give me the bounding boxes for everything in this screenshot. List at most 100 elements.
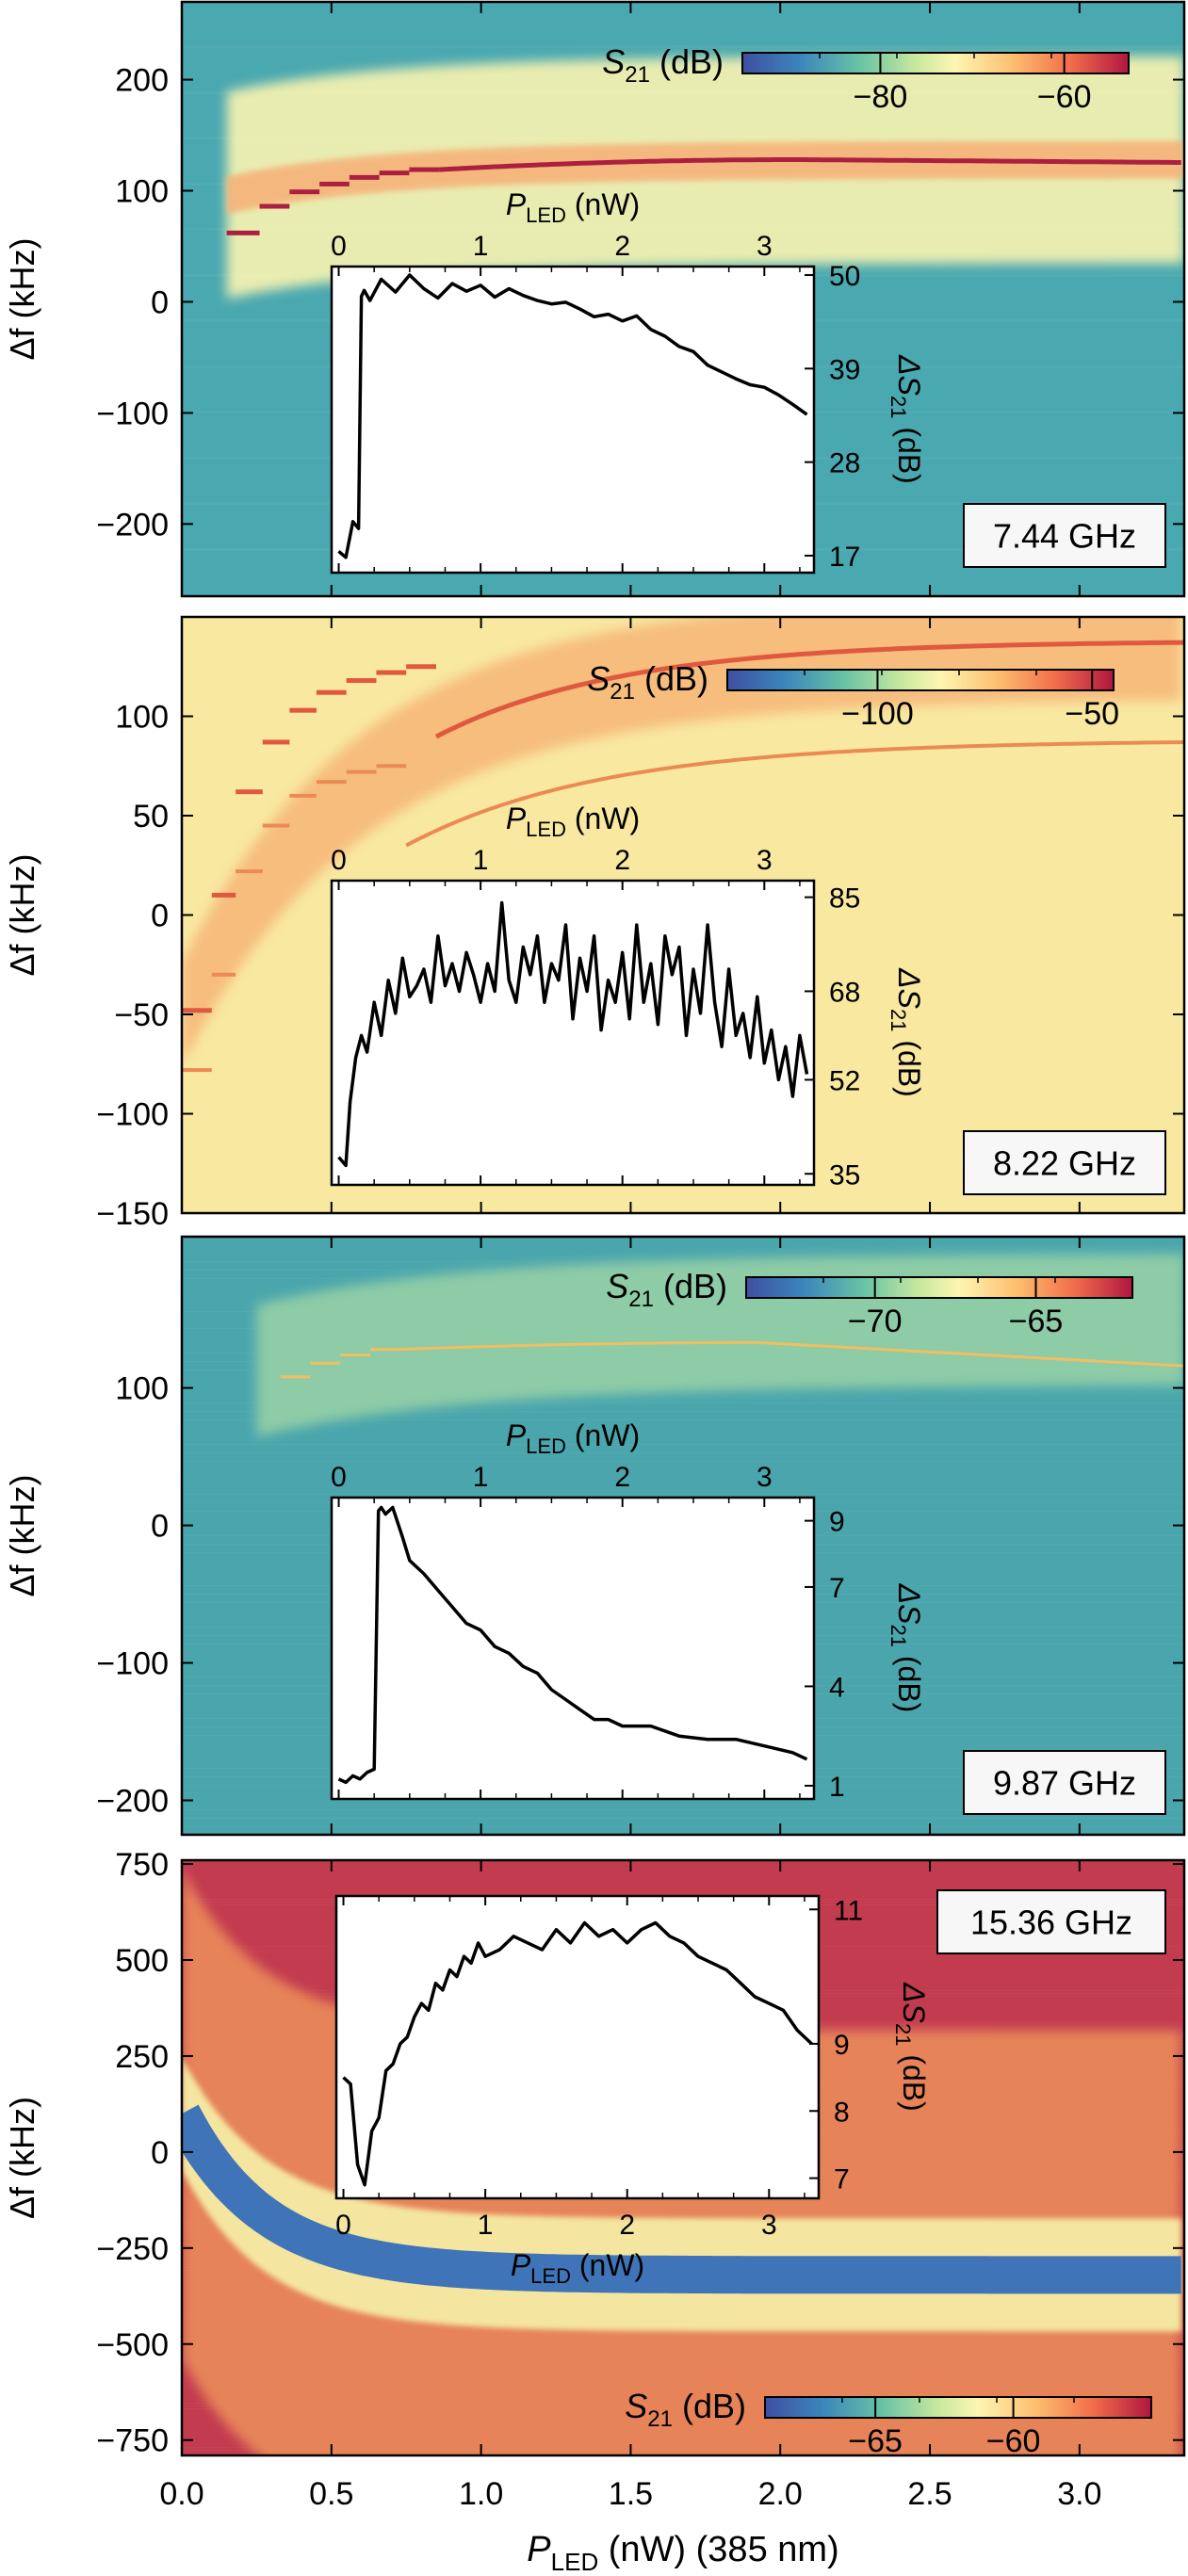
resonance-step (211, 892, 236, 898)
frequency-label: 9.87 GHz (963, 1750, 1166, 1815)
frequency-label-text: 15.36 GHz (970, 1904, 1132, 1942)
heatmap-noise (182, 46, 1184, 47)
resonance-line (405, 740, 1184, 848)
y-tick-label: −200 (96, 507, 169, 543)
heatmap-noise (182, 1402, 1184, 1403)
resonance-step (226, 230, 260, 235)
y-tick-label: 0 (151, 284, 169, 320)
resonance-line (434, 640, 1184, 739)
colorbar-tick-label: −60 (1037, 79, 1092, 115)
frequency-label: 7.44 GHz (963, 503, 1166, 568)
panel-4: 750 500 250 0 −250 −500 −750 Δf (kHz) −65 −60 S21 … (3, 1847, 1186, 2459)
colorbar-label: S21 (dB) (602, 42, 724, 88)
inset-y-tick-label: 39 (829, 354, 860, 385)
y-tick-label: 750 (115, 1847, 169, 1883)
inset-y-tick-label: 52 (829, 1065, 860, 1096)
colorbar: −70 −65 S21 (dB) (606, 1267, 1133, 1339)
heatmap-noise (182, 593, 1184, 594)
resonance-step (236, 789, 263, 795)
heatmap-noise (182, 1809, 1184, 1810)
y-tick-label: 250 (115, 2039, 169, 2075)
inset-x-tick-label: 1 (473, 231, 489, 262)
colorbar-tick-label: −80 (854, 79, 908, 115)
x-tick-label: 2.5 (907, 2476, 952, 2512)
inset-frame (330, 879, 816, 1187)
resonance-step (370, 1348, 400, 1352)
y-tick-label: 0 (151, 2135, 169, 2171)
frequency-label-text: 8.22 GHz (993, 1144, 1136, 1183)
inset-x-tick-label: 0 (331, 845, 347, 876)
heatmap-noise (182, 1444, 1184, 1445)
inset-frame (330, 1496, 816, 1801)
colorbar-tick-label: −100 (841, 696, 914, 732)
inset-x-tick-label: 1 (473, 1462, 489, 1493)
inset-y-tick-label: 50 (829, 261, 860, 292)
inset-y-tick-label: 68 (829, 977, 860, 1008)
inset-x-tick-label: 1 (473, 845, 489, 876)
frequency-label-text: 7.44 GHz (993, 517, 1136, 556)
y-tick-label: −250 (96, 2231, 169, 2267)
x-axis-label: PLED (nW) (385 nm) (527, 2530, 838, 2576)
frequency-label-text: 9.87 GHz (993, 1764, 1136, 1803)
y-tick-label: −50 (114, 997, 169, 1033)
y-axis-label: Δf (kHz) (3, 1474, 41, 1596)
resonance-1 (182, 640, 1184, 1013)
inset-x-tick-label: 0 (335, 2210, 351, 2241)
frequency-label-box (963, 1750, 1166, 1815)
resonance-1 (226, 157, 1181, 235)
inset-data-line (337, 273, 808, 559)
inset-y-tick-label: 1 (829, 1772, 845, 1803)
inset-x-tick-label: 2 (614, 1462, 630, 1493)
resonance-step (346, 678, 377, 684)
x-tick-label: 0.0 (159, 2476, 203, 2512)
heatmap-noise (182, 1204, 1184, 1205)
frequency-label-box (963, 1130, 1166, 1195)
heatmap-noise (182, 838, 1184, 839)
resonance-step (409, 167, 440, 172)
resonance-step (289, 189, 320, 195)
resonance-step (406, 664, 436, 670)
panel-2: 100 50 0 −50 −100 −150 Δf (kHz) −100 −50 S21 (dB)… (3, 615, 1186, 1232)
heatmap-noise (182, 594, 1184, 595)
colorbar-label: S21 (dB) (587, 659, 708, 705)
resonance-line (438, 157, 1181, 172)
colorbar-tick-label: −65 (1009, 1304, 1064, 1339)
inset: 0 1 2 3 PLED (nW) 17 28 39 50 ΔS21 (dB) (330, 187, 926, 575)
inset-y-tick-label: 85 (829, 883, 860, 915)
resonance-step (262, 739, 290, 745)
resonance-step (376, 764, 407, 769)
y-tick-label: 100 (115, 1371, 169, 1407)
inset-data-line (342, 1920, 813, 2187)
heatmap-noise (182, 800, 1184, 801)
resonance-step (316, 689, 347, 695)
inset-y-tick-label: 17 (829, 542, 860, 573)
inset-y-label: ΔS21 (dB) (887, 1583, 926, 1713)
inset-x-tick-label: 2 (614, 231, 630, 262)
heatmap-noise (182, 752, 1184, 753)
inset-x-tick-label: 2 (619, 2210, 635, 2241)
resonance-step (182, 1008, 212, 1013)
y-axis: 100 0 −100 −200 Δf (kHz) (3, 1371, 1184, 1820)
resonance-step (340, 1353, 371, 1357)
y-tick-label: −100 (96, 1646, 169, 1682)
x-tick-label: 2.0 (758, 2476, 803, 2512)
y-tick-label: −100 (96, 1097, 169, 1133)
resonance-step (316, 780, 347, 785)
inset-y-tick-label: 35 (829, 1159, 860, 1191)
heatmap-noise (182, 45, 1184, 46)
colorbar-gradient (726, 669, 1115, 691)
resonance-step (289, 707, 317, 713)
y-axis: 200 100 0 −100 −200 Δf (kHz) (3, 63, 1184, 543)
resonance-2 (182, 740, 1184, 1073)
inset-x-tick-label: 3 (761, 2210, 777, 2241)
y-tick-label: −100 (96, 396, 169, 431)
resonance-step (346, 770, 377, 774)
heatmap-noise (182, 1494, 1184, 1495)
inset-y-label: ΔS21 (dB) (887, 354, 926, 484)
colorbar: −80 −60 S21 (dB) (602, 42, 1130, 115)
y-tick-label: 0 (151, 899, 169, 934)
inset-x-label: PLED (nW) (506, 1418, 640, 1458)
